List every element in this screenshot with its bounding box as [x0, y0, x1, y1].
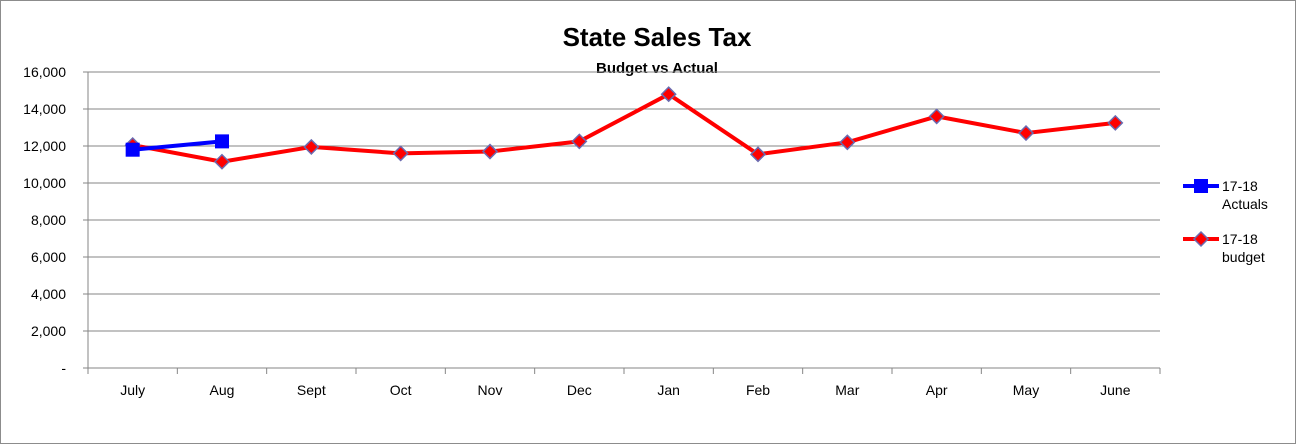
legend-swatch-marker [1192, 230, 1210, 248]
data-point [303, 138, 320, 155]
data-point [839, 134, 856, 151]
y-tick-label: 6,000 [31, 249, 66, 265]
legend-label: 17-18 [1222, 178, 1258, 194]
series-line [132, 92, 1116, 164]
y-tick-label: 12,000 [23, 138, 66, 154]
legend-item-0: 17-18 Actuals [1183, 178, 1268, 212]
x-tick-label: Sept [297, 382, 326, 398]
chart-title: State Sales Tax [563, 22, 752, 52]
data-point [749, 146, 767, 163]
x-tick-label: July [120, 382, 145, 398]
axes [83, 71, 1161, 374]
data-point [125, 142, 140, 157]
y-tick-label: 4,000 [31, 286, 66, 302]
data-point [660, 86, 677, 103]
y-tick-label: 10,000 [23, 175, 66, 191]
data-point [1107, 114, 1124, 131]
x-axis-ticks: July Aug Sept Oct Nov Dec Jan Feb Mar Apr May June [120, 382, 1131, 398]
series-1 [124, 86, 1124, 170]
gridlines [88, 71, 1160, 332]
x-tick-label: Aug [210, 382, 235, 398]
y-tick-label: 14,000 [23, 101, 66, 117]
series-group [124, 86, 1124, 170]
legend-label: 17-18 [1222, 231, 1258, 247]
x-tick-label: Oct [390, 382, 412, 398]
x-tick-label: Nov [478, 382, 503, 398]
data-point [481, 143, 499, 160]
y-tick-label: - [61, 360, 66, 376]
x-tick-label: Dec [567, 382, 592, 398]
x-tick-label: Apr [926, 382, 948, 398]
x-tick-label: Feb [746, 382, 770, 398]
x-tick-label: Mar [835, 382, 859, 398]
y-tick-label: 2,000 [31, 323, 66, 339]
y-tick-label: 8,000 [31, 212, 66, 228]
x-tick-label: May [1013, 382, 1039, 398]
series-0 [125, 134, 229, 157]
legend-swatch-marker [1194, 179, 1208, 193]
legend-label: Actuals [1222, 196, 1268, 212]
data-point [571, 133, 588, 150]
chart-subtitle: Budget vs Actual [596, 60, 718, 77]
data-point [215, 134, 229, 149]
data-point [928, 108, 945, 125]
y-axis-ticks: - 2,000 4,000 6,000 8,000 10,000 12,000 14,000 1… [23, 64, 66, 376]
legend-item-1: 17-18 budget [1183, 230, 1265, 265]
y-tick-label: 16,000 [23, 64, 66, 80]
x-tick-label: Jan [657, 382, 680, 398]
series-line [132, 139, 223, 152]
data-point [1017, 124, 1035, 142]
data-point [392, 145, 409, 162]
x-tick-label: June [1100, 382, 1131, 398]
data-point [213, 153, 231, 170]
legend-label: budget [1222, 249, 1265, 265]
legend: 17-18 Actuals 17-18 budget [1183, 178, 1268, 265]
